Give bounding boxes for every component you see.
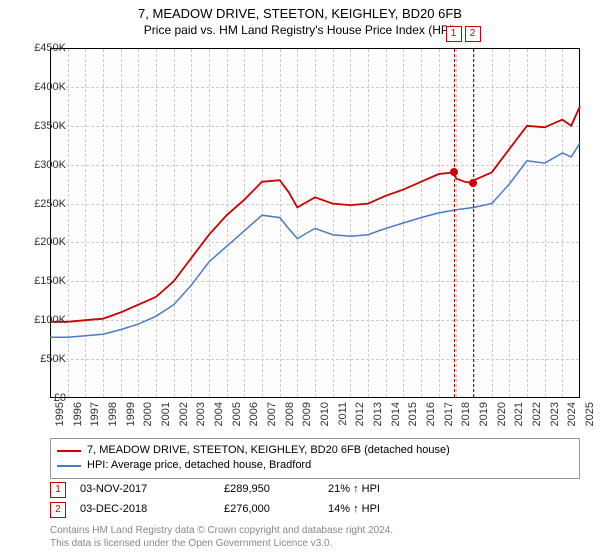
sale-index-badge: 2 bbox=[50, 502, 66, 518]
y-axis-tick-label: £450K bbox=[18, 42, 66, 54]
legend-item: 7, MEADOW DRIVE, STEETON, KEIGHLEY, BD20… bbox=[57, 443, 573, 458]
chart-title: 7, MEADOW DRIVE, STEETON, KEIGHLEY, BD20… bbox=[0, 0, 600, 21]
y-axis-tick-label: £50K bbox=[18, 353, 66, 365]
legend-label: 7, MEADOW DRIVE, STEETON, KEIGHLEY, BD20… bbox=[87, 443, 450, 458]
legend-color-swatch bbox=[57, 465, 81, 467]
sale-date: 03-NOV-2017 bbox=[80, 480, 210, 500]
x-axis-tick-label: 2020 bbox=[496, 402, 508, 426]
chart-container: 7, MEADOW DRIVE, STEETON, KEIGHLEY, BD20… bbox=[0, 0, 600, 560]
y-axis-tick-label: £200K bbox=[18, 236, 66, 248]
x-axis-tick-label: 2001 bbox=[160, 402, 172, 426]
x-axis-tick-label: 2015 bbox=[407, 402, 419, 426]
y-axis-tick-label: £100K bbox=[18, 314, 66, 326]
x-axis-tick-label: 2019 bbox=[478, 402, 490, 426]
x-axis-tick-label: 2016 bbox=[425, 402, 437, 426]
x-axis-tick-label: 1997 bbox=[89, 402, 101, 426]
footer-attribution: Contains HM Land Registry data © Crown c… bbox=[50, 524, 580, 550]
sale-row: 2 03-DEC-2018 £276,000 14% ↑ HPI bbox=[50, 500, 580, 520]
x-axis-tick-label: 2011 bbox=[337, 402, 349, 426]
legend-item: HPI: Average price, detached house, Brad… bbox=[57, 458, 573, 473]
x-axis-tick-label: 2009 bbox=[301, 402, 313, 426]
x-axis-tick-label: 1998 bbox=[107, 402, 119, 426]
sale-marker-badge: 2 bbox=[465, 26, 481, 42]
sale-marker-dot bbox=[450, 168, 458, 176]
x-axis-tick-label: 2007 bbox=[266, 402, 278, 426]
x-axis-tick-label: 2006 bbox=[248, 402, 260, 426]
sale-diff-vs-hpi: 21% ↑ HPI bbox=[328, 480, 418, 500]
legend-color-swatch bbox=[57, 450, 81, 452]
chart-subtitle: Price paid vs. HM Land Registry's House … bbox=[0, 21, 600, 41]
sale-marker-dot bbox=[469, 179, 477, 187]
sale-marker-line bbox=[454, 49, 455, 397]
x-axis-tick-label: 1995 bbox=[54, 402, 66, 426]
y-axis-tick-label: £400K bbox=[18, 81, 66, 93]
x-axis-tick-label: 2024 bbox=[566, 402, 578, 426]
x-axis-tick-label: 2010 bbox=[319, 402, 331, 426]
footer-line-2: This data is licensed under the Open Gov… bbox=[50, 537, 580, 550]
x-axis-tick-label: 2022 bbox=[531, 402, 543, 426]
footer-line-1: Contains HM Land Registry data © Crown c… bbox=[50, 524, 580, 537]
legend-label: HPI: Average price, detached house, Brad… bbox=[87, 458, 311, 473]
x-axis-tick-label: 2025 bbox=[584, 402, 596, 426]
sale-row: 1 03-NOV-2017 £289,950 21% ↑ HPI bbox=[50, 480, 580, 500]
line-series-svg bbox=[50, 48, 580, 398]
sale-marker-badge: 1 bbox=[446, 26, 462, 42]
y-axis-tick-label: £150K bbox=[18, 275, 66, 287]
plot-area: 12 bbox=[50, 48, 580, 398]
x-axis-tick-label: 2004 bbox=[213, 402, 225, 426]
sale-marker-line bbox=[473, 49, 474, 397]
legend-box: 7, MEADOW DRIVE, STEETON, KEIGHLEY, BD20… bbox=[50, 438, 580, 479]
y-axis-tick-label: £250K bbox=[18, 198, 66, 210]
y-axis-tick-label: £350K bbox=[18, 120, 66, 132]
x-axis-tick-label: 2023 bbox=[549, 402, 561, 426]
x-axis-tick-label: 2003 bbox=[195, 402, 207, 426]
x-axis-tick-label: 2013 bbox=[372, 402, 384, 426]
x-axis-tick-label: 2008 bbox=[284, 402, 296, 426]
sales-table: 1 03-NOV-2017 £289,950 21% ↑ HPI 2 03-DEC-201… bbox=[50, 480, 580, 520]
sale-index-badge: 1 bbox=[50, 482, 66, 498]
x-axis-tick-label: 1999 bbox=[125, 402, 137, 426]
x-axis-tick-label: 2018 bbox=[460, 402, 472, 426]
x-axis-tick-label: 2017 bbox=[443, 402, 455, 426]
x-axis-tick-label: 2012 bbox=[354, 402, 366, 426]
sale-price: £276,000 bbox=[224, 500, 314, 520]
x-axis-tick-label: 2002 bbox=[178, 402, 190, 426]
sale-date: 03-DEC-2018 bbox=[80, 500, 210, 520]
series-line bbox=[50, 106, 580, 321]
sale-price: £289,950 bbox=[224, 480, 314, 500]
x-axis-tick-label: 2000 bbox=[142, 402, 154, 426]
y-axis-tick-label: £300K bbox=[18, 159, 66, 171]
sale-diff-vs-hpi: 14% ↑ HPI bbox=[328, 500, 418, 520]
x-axis-tick-label: 1996 bbox=[72, 402, 84, 426]
x-axis-tick-label: 2014 bbox=[390, 402, 402, 426]
x-axis-tick-label: 2005 bbox=[231, 402, 243, 426]
x-axis-tick-label: 2021 bbox=[513, 402, 525, 426]
